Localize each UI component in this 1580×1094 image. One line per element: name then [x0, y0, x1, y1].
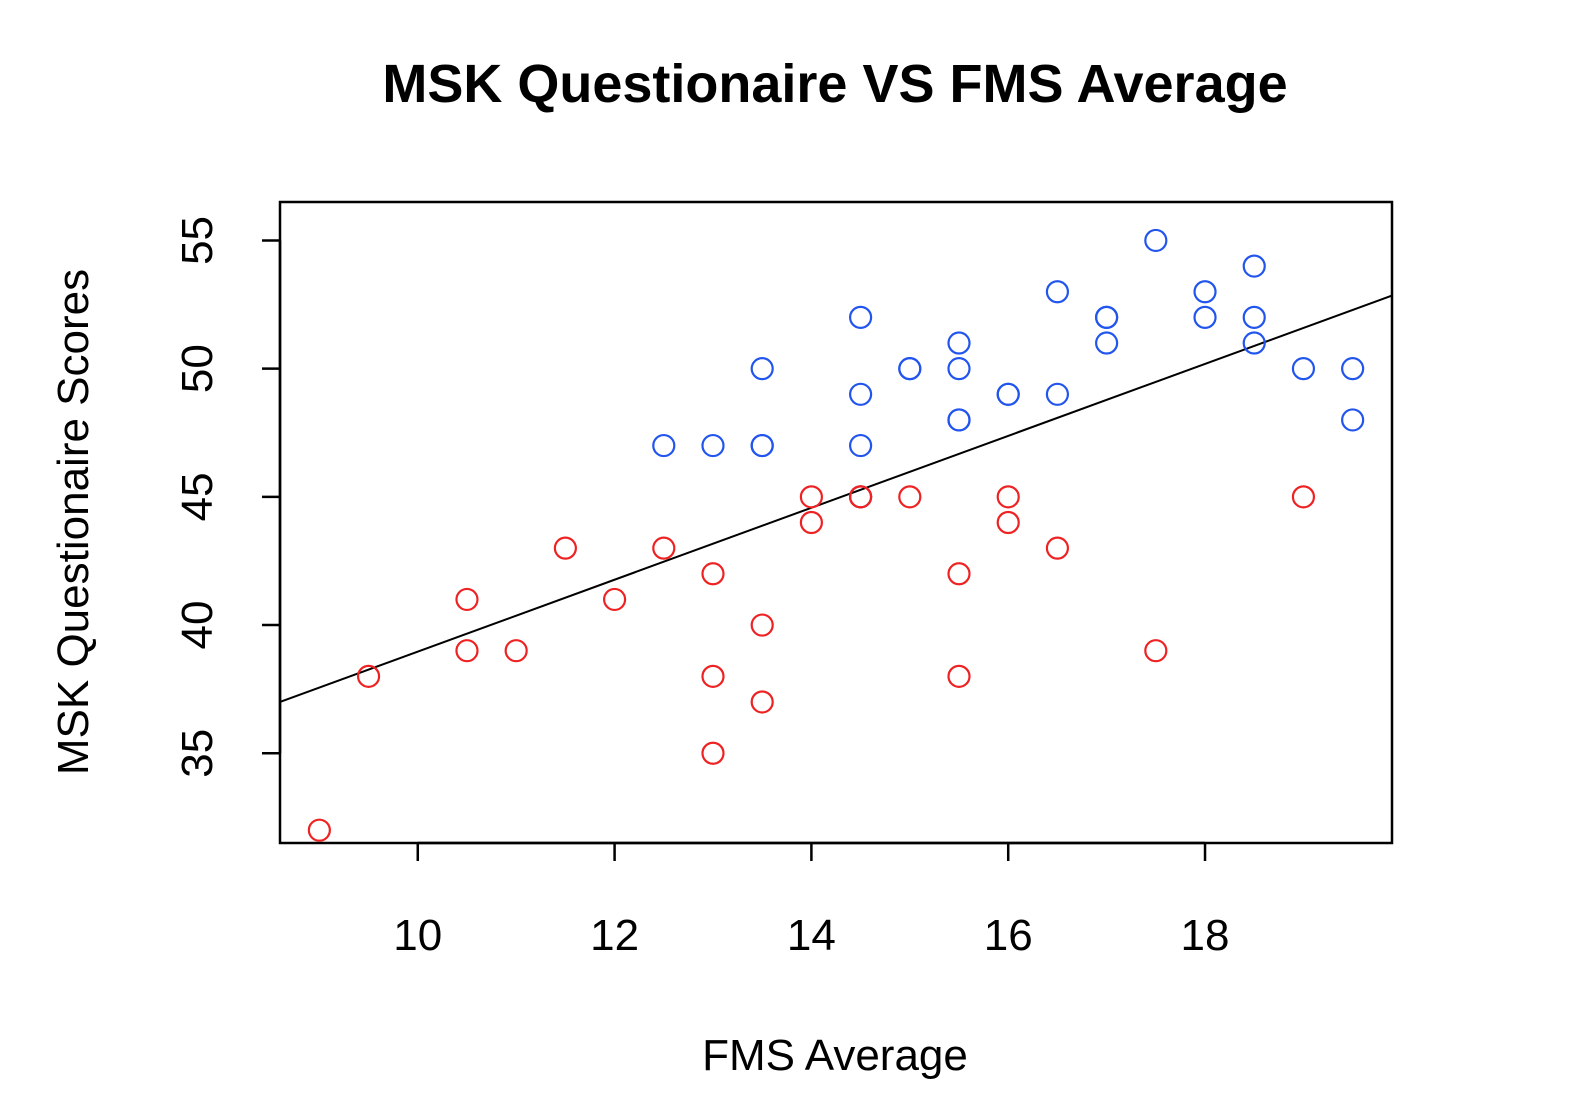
- y-tick-label: 50: [173, 344, 222, 393]
- regression-line: [279, 294, 1393, 703]
- data-point: [898, 485, 922, 509]
- data-point: [1095, 331, 1119, 355]
- data-point: [996, 510, 1020, 535]
- data-point: [947, 357, 971, 381]
- data-point: [602, 587, 627, 612]
- data-point: [1095, 305, 1119, 329]
- data-point: [701, 433, 725, 458]
- y-axis: 35 40 45 50 55: [173, 216, 282, 778]
- data-point: [701, 562, 725, 586]
- x-axis-label: FMS Average: [702, 1031, 968, 1080]
- data-point: [1242, 305, 1266, 329]
- data-point: [1291, 485, 1316, 509]
- data-point: [849, 305, 873, 329]
- x-tick-label: 10: [393, 911, 442, 960]
- data-point: [1045, 382, 1070, 406]
- data-point: [849, 382, 873, 406]
- data-point: [799, 510, 823, 535]
- data-point: [1341, 408, 1365, 432]
- data-point: [1045, 536, 1070, 560]
- data-point: [1242, 254, 1266, 278]
- fit-line-layer: [279, 294, 1393, 703]
- data-point: [455, 639, 479, 663]
- x-tick-label: 14: [787, 911, 836, 960]
- data-point: [701, 741, 725, 765]
- x-tick-label: 16: [984, 911, 1033, 960]
- data-point: [1242, 331, 1266, 355]
- y-axis-label: MSK Questionaire Scores: [49, 269, 98, 775]
- plot-frame: [278, 200, 1394, 845]
- data-point: [701, 664, 725, 688]
- x-tick-label: 12: [590, 911, 639, 960]
- data-point: [898, 357, 922, 381]
- data-point: [307, 818, 331, 842]
- y-tick-label: 40: [173, 601, 222, 650]
- data-point: [553, 536, 577, 560]
- data-point: [455, 587, 479, 612]
- data-point: [1144, 639, 1168, 663]
- data-point: [947, 562, 971, 586]
- data-point: [652, 536, 676, 560]
- points-layer: [307, 228, 1365, 842]
- data-point: [996, 382, 1020, 406]
- chart-title: MSK Questionaire VS FMS Average: [382, 54, 1287, 114]
- data-point: [947, 664, 971, 688]
- data-point: [1291, 357, 1316, 381]
- y-tick-label: 45: [173, 472, 222, 521]
- data-point: [504, 639, 528, 663]
- data-point: [750, 357, 774, 381]
- y-tick-label: 35: [173, 729, 222, 778]
- y-tick-label: 55: [173, 216, 222, 265]
- data-point: [849, 485, 873, 509]
- data-point: [947, 408, 971, 432]
- x-tick-label: 18: [1181, 911, 1230, 960]
- data-point: [652, 433, 676, 458]
- x-axis: 10 12 14 16 18: [393, 841, 1230, 960]
- data-point: [1341, 357, 1365, 381]
- data-point: [1193, 305, 1217, 329]
- data-point: [849, 433, 873, 458]
- data-point: [947, 331, 971, 355]
- data-point: [750, 690, 774, 714]
- data-point: [799, 485, 823, 509]
- data-point: [750, 433, 774, 458]
- data-point: [1193, 280, 1217, 304]
- data-point: [356, 664, 381, 688]
- data-point: [996, 485, 1020, 509]
- data-point: [1045, 280, 1070, 304]
- data-point: [1144, 228, 1168, 253]
- data-point: [750, 613, 774, 637]
